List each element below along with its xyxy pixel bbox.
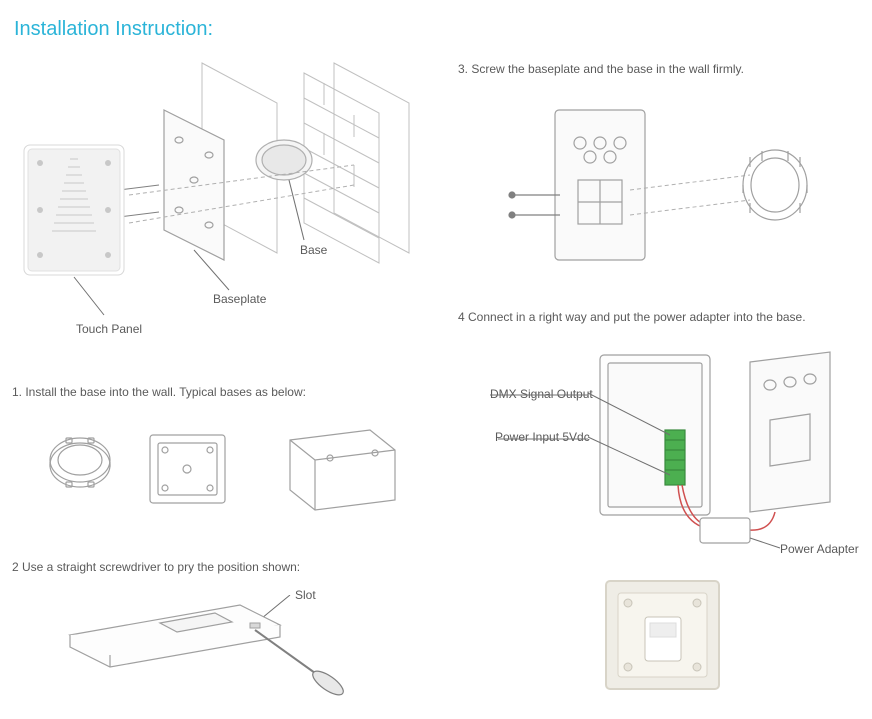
step-3-text: 3. Screw the baseplate and the base in t… xyxy=(458,62,744,76)
page-title: Installation Instruction: xyxy=(14,18,213,41)
label-base: Base xyxy=(300,243,327,257)
step-4-text: 4 Connect in a right way and put the pow… xyxy=(458,310,806,324)
step-1-diagram xyxy=(30,410,410,520)
step-2-text: 2 Use a straight screwdriver to pry the … xyxy=(12,560,300,574)
exploded-diagram xyxy=(14,55,434,355)
step-2-diagram xyxy=(60,595,380,705)
photo-base-with-adapter xyxy=(600,575,725,695)
step-4-diagram xyxy=(470,340,865,570)
step-3-diagram xyxy=(500,95,840,285)
label-baseplate: Baseplate xyxy=(213,292,266,306)
step-1-text: 1. Install the base into the wall. Typic… xyxy=(12,385,306,399)
label-touch-panel: Touch Panel xyxy=(76,322,142,336)
